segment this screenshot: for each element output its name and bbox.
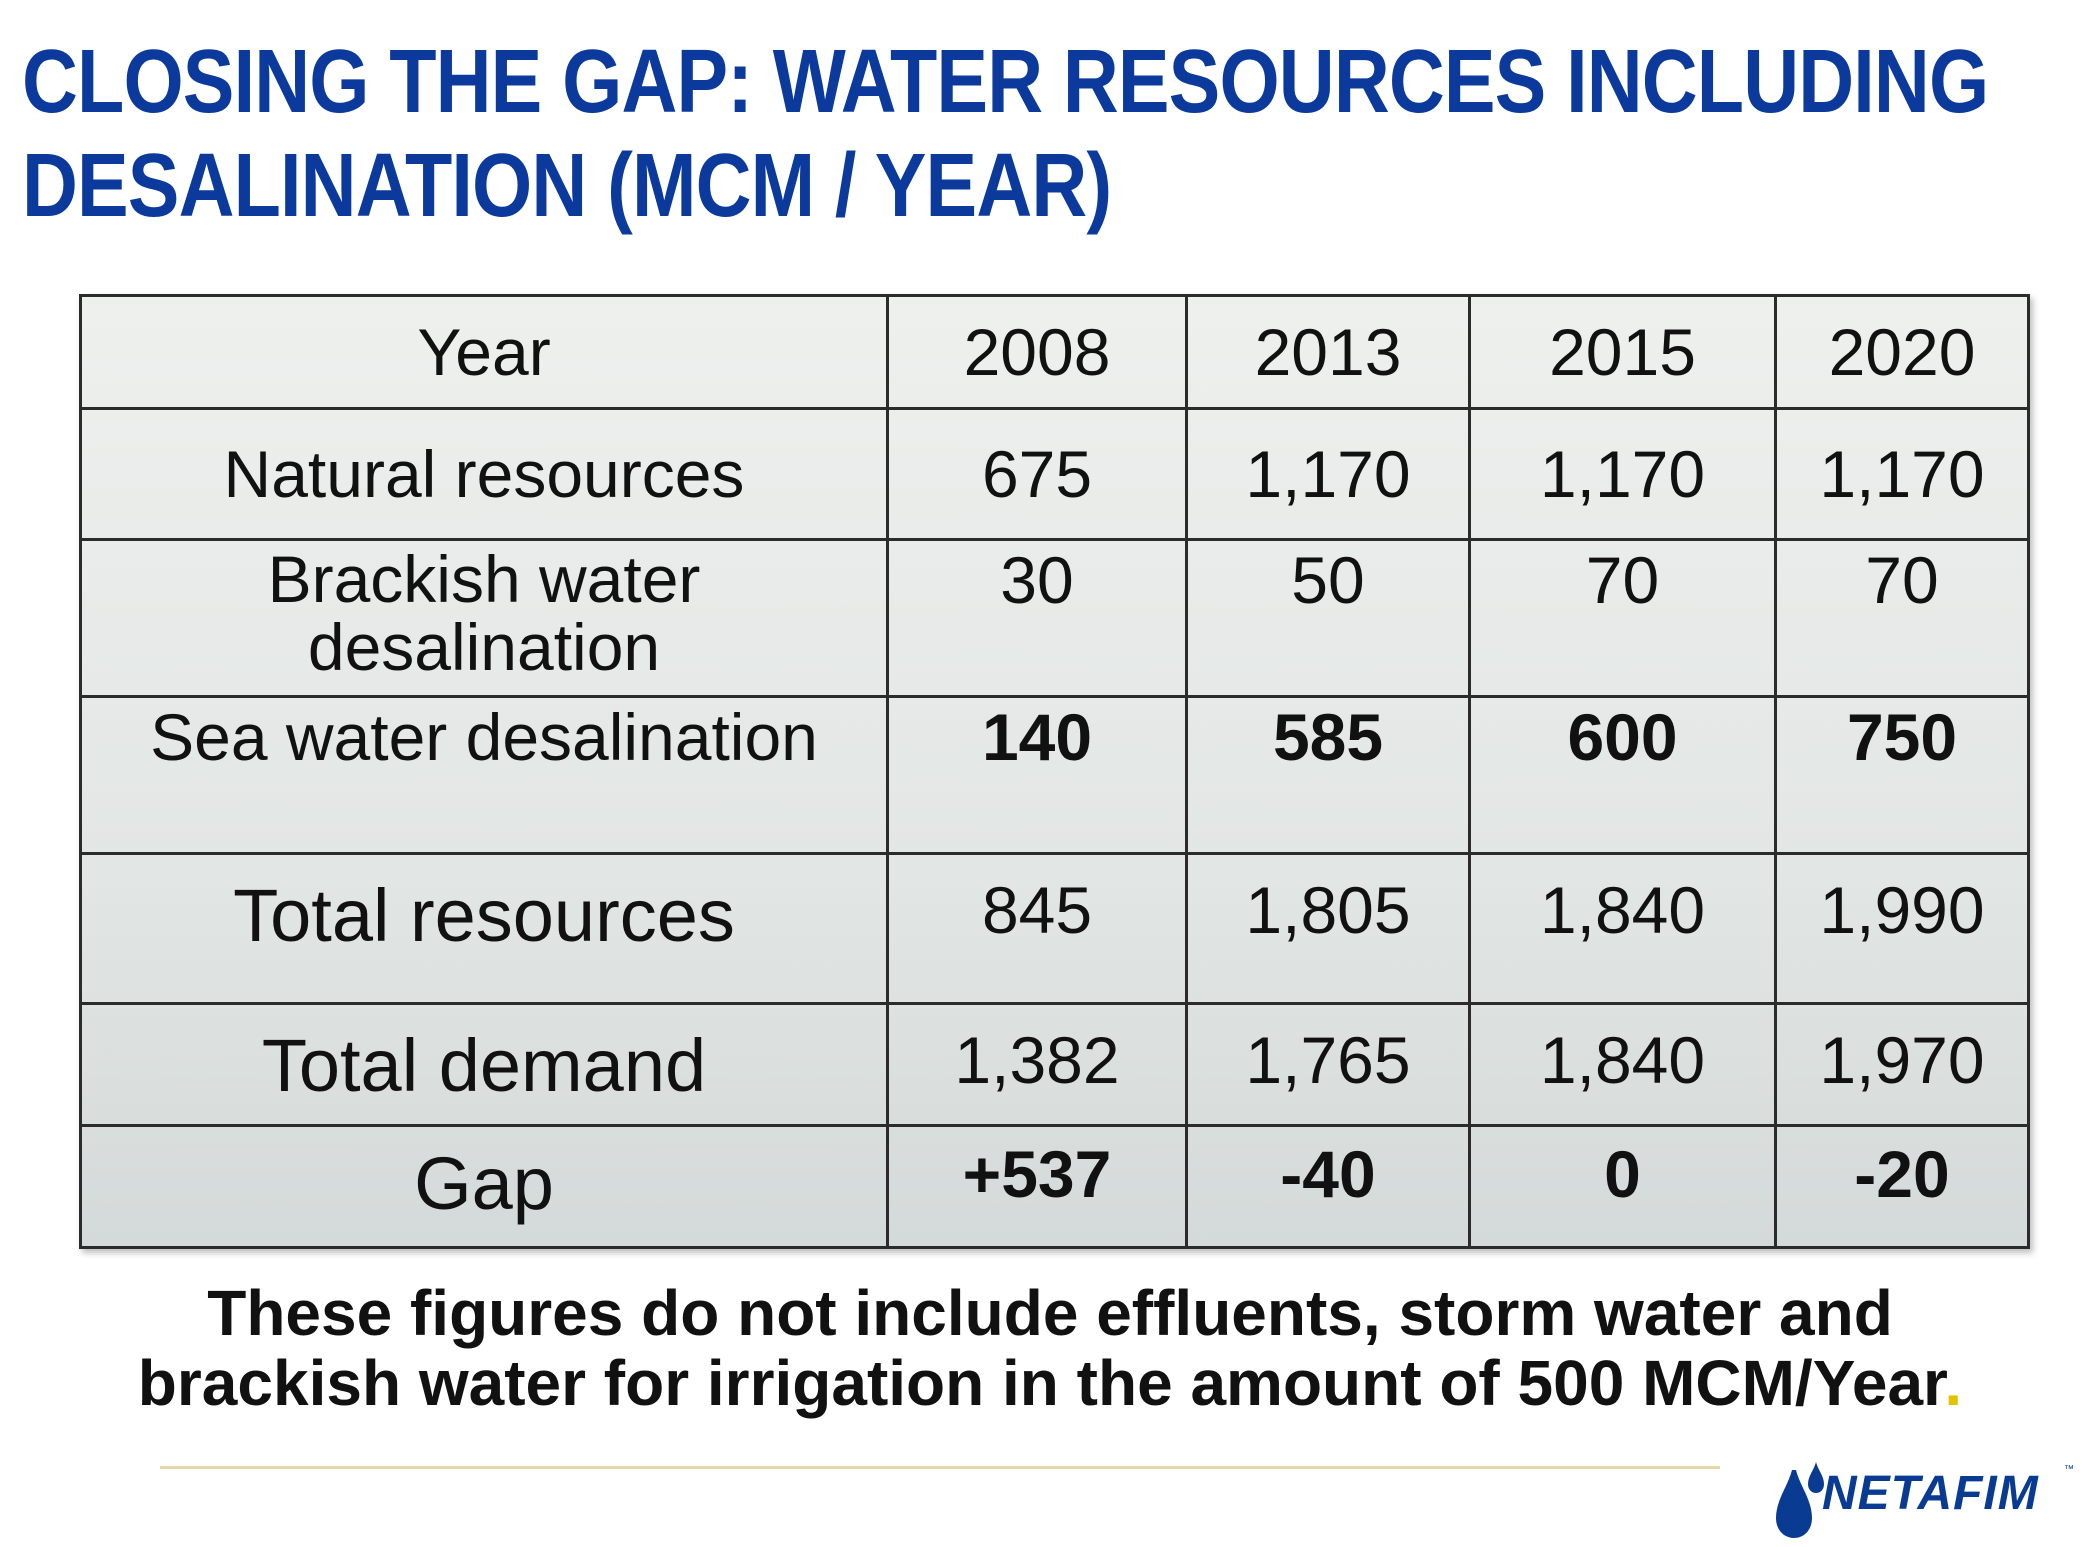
- table-row-total-demand: Total demand 1,382 1,765 1,840 1,970: [79, 1002, 2030, 1127]
- row-label: Sea water desalination: [79, 695, 889, 855]
- row-label: Gap: [79, 1124, 889, 1249]
- table-cell: 750: [1774, 695, 2030, 855]
- table-cell: 1,990: [1774, 852, 2030, 1005]
- table-cell: 1,805: [1185, 852, 1471, 1005]
- table-cell: 140: [886, 695, 1188, 855]
- header-year-label: Year: [79, 294, 889, 410]
- divider-line: [160, 1466, 1720, 1469]
- table-cell: 1,765: [1185, 1002, 1471, 1127]
- table-row-brackish-water: Brackish water desalination 30 50 70 70: [79, 538, 2030, 698]
- table-cell: 0: [1468, 1124, 1777, 1249]
- table-header-row: Year 2008 2013 2015 2020: [79, 294, 2030, 410]
- table-cell: 70: [1468, 538, 1777, 698]
- table-row-natural-resources: Natural resources 675 1,170 1,170 1,170: [79, 407, 2030, 541]
- table-row-total-resources: Total resources 845 1,805 1,840 1,990: [79, 852, 2030, 1005]
- table-cell: 845: [886, 852, 1188, 1005]
- table-cell: 1,840: [1468, 1002, 1777, 1127]
- table-cell: 585: [1185, 695, 1471, 855]
- water-resources-table: Year 2008 2013 2015 2020 Natural resourc…: [79, 294, 2030, 1249]
- logo-wordmark: NETAFIM: [1822, 1467, 2039, 1520]
- footnote-line-1: These figures do not include effluents, …: [207, 1277, 1893, 1349]
- table-cell: 1,970: [1774, 1002, 2030, 1127]
- footnote-dot: .: [1944, 1347, 1963, 1419]
- row-label-line-1: Brackish water: [267, 542, 701, 616]
- table-cell: 70: [1774, 538, 2030, 698]
- footnote-line-2: brackish water for irrigation in the amo…: [30, 1348, 2070, 1418]
- table-cell: 1,840: [1468, 852, 1777, 1005]
- row-label-line-2: desalination: [307, 610, 661, 684]
- row-label: Total demand: [79, 1002, 889, 1127]
- table-row-gap: Gap +537 -40 0 -20: [79, 1124, 2030, 1249]
- table-cell: 600: [1468, 695, 1777, 855]
- row-label: Brackish water desalination: [79, 538, 889, 698]
- footnote: These figures do not include effluents, …: [30, 1278, 2070, 1418]
- header-year-cell: 2013: [1185, 294, 1471, 410]
- table-cell: +537: [886, 1124, 1188, 1249]
- table-cell: 1,382: [886, 1002, 1188, 1127]
- title-line-2: DESALINATION (MCM / YEAR): [22, 136, 1112, 236]
- netafim-logo: NETAFIM ™: [1770, 1462, 2080, 1542]
- row-label: Total resources: [79, 852, 889, 1005]
- logo-trademark: ™: [2064, 1464, 2074, 1475]
- table-row-sea-water: Sea water desalination 140 585 600 750: [79, 695, 2030, 855]
- footnote-line-2-text: brackish water for irrigation in the amo…: [137, 1347, 1945, 1419]
- table-cell: 30: [886, 538, 1188, 698]
- table-cell: 1,170: [1774, 407, 2030, 541]
- table-cell: -20: [1774, 1124, 2030, 1249]
- water-drop-icon: [1776, 1462, 1824, 1538]
- table-cell: 1,170: [1185, 407, 1471, 541]
- page-title: CLOSING THE GAP: WATER RESOURCES INCLUDI…: [22, 30, 1989, 238]
- table-cell: 1,170: [1468, 407, 1777, 541]
- header-year-cell: 2015: [1468, 294, 1777, 410]
- header-year-cell: 2008: [886, 294, 1188, 410]
- table-cell: -40: [1185, 1124, 1471, 1249]
- table-cell: 50: [1185, 538, 1471, 698]
- table-cell: 675: [886, 407, 1188, 541]
- row-label: Natural resources: [79, 407, 889, 541]
- title-line-1: CLOSING THE GAP: WATER RESOURCES INCLUDI…: [22, 32, 1989, 132]
- header-year-cell: 2020: [1774, 294, 2030, 410]
